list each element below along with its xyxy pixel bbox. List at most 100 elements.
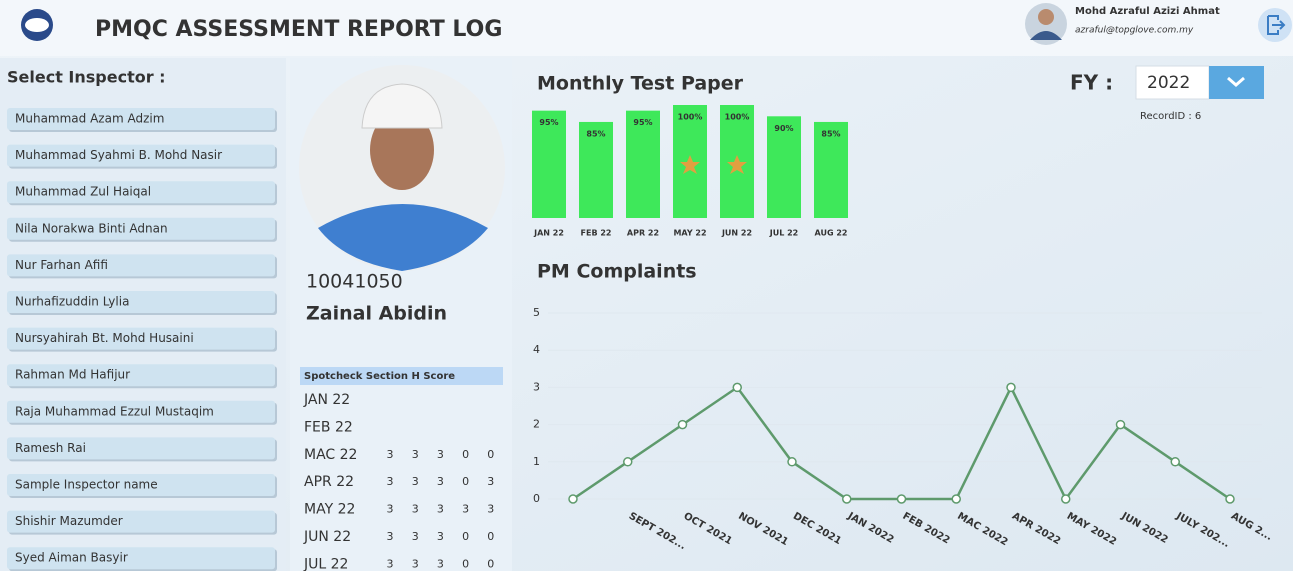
inspector-name[interactable]: Ramesh Rai [15,441,86,455]
score-cell: 0 [462,448,469,461]
month-label: JUL 22 [303,556,348,571]
inspector-button[interactable]: Nursyahirah Bt. Mohd Husaini [7,327,277,352]
dropdown-chevron[interactable] [1227,76,1245,87]
button-face[interactable] [7,254,275,277]
x-tick-label: JAN 22 [533,229,564,238]
inspector-name[interactable]: Sample Inspector name [15,478,158,492]
avatar-body [1030,31,1062,40]
inspector-button[interactable]: Raja Muhammad Ezzul Mustaqim [7,400,277,425]
sidebar-heading: Select Inspector : [7,68,166,87]
inspector-name[interactable]: Muhammad Zul Haiqal [15,185,151,199]
point [787,457,797,467]
dropdown-button[interactable] [1209,66,1264,99]
inspector-name[interactable]: Shishir Mazumder [15,514,123,528]
app-title: PMQC ASSESSMENT REPORT LOG [95,17,502,42]
inspector-button[interactable]: Rahman Md Hafijur [7,364,277,389]
year-dropdown[interactable]: 2022 [1135,65,1264,100]
month-label: FEB 22 [304,419,353,435]
score-cell: 3 [412,530,419,543]
inspector-name[interactable]: Syed Aiman Basyir [15,551,128,565]
table-header [300,367,503,385]
inspector-name[interactable]: Muhammad Azam Adzim [15,112,164,126]
bar-value-label: 90% [774,124,793,133]
score-cell: 0 [462,530,469,543]
month-label: JUN 22 [303,529,351,545]
inspector-button[interactable]: Shishir Mazumder [7,510,277,535]
button-face[interactable] [7,144,275,167]
button-face[interactable] [7,108,275,130]
record-id: RecordID : 6 [1140,111,1201,122]
point [896,494,907,504]
point [732,382,742,393]
y-tick-label: 2 [533,418,540,431]
inspector-button[interactable]: Muhammad Azam Adzim [7,108,277,132]
inspector-name[interactable]: Nurhafizuddin Lylia [15,295,129,309]
button-face[interactable] [7,437,275,460]
bar [814,121,848,218]
chart-title: PM Complaints [537,261,697,283]
button-face[interactable] [7,400,275,423]
score-cell: 3 [437,503,444,516]
bar-value-label: 95% [633,118,652,127]
bar-value-label: 85% [821,129,840,138]
point [1115,419,1126,430]
score-cell: 3 [412,448,419,461]
month-label: MAY 22 [304,502,355,518]
point [1170,457,1180,467]
x-tick-label: JUL 22 [769,229,799,238]
bar [626,110,660,218]
point [623,457,633,467]
y-tick-label: 1 [533,455,540,468]
inspector-button[interactable]: Muhammad Syahmi B. Mohd Nasir [7,144,277,169]
inspector-list: Muhammad Azam Adzim Muhammad Syahmi B. Mo… [7,108,277,571]
score-table: JAN 22 FEB 22 MAC 22 3 3 3 0 0 APR 22 3 3 3 0 3 MAY 22… [303,392,494,571]
inspector-name[interactable]: Raja Muhammad Ezzul Mustaqim [15,404,214,418]
fy-label: FY : [1070,71,1113,95]
inspector-name[interactable]: Nur Farhan Afifi [15,258,108,272]
bar [767,116,801,218]
inspector-name[interactable]: Muhammad Syahmi B. Mohd Nasir [15,148,222,162]
month-label: MAC 22 [304,447,357,463]
button-face[interactable] [7,217,275,240]
button-face[interactable] [7,291,275,313]
score-cell: 3 [412,557,419,570]
avatar-face [1038,9,1054,25]
inspector-button[interactable]: Syed Aiman Basyir [7,547,277,571]
score-cell: 3 [387,448,394,461]
button-face[interactable] [7,547,275,570]
inspector-button[interactable]: Nila Norakwa Binti Adnan [7,217,277,242]
button-face[interactable] [7,474,275,496]
inspector-button[interactable]: Nur Farhan Afifi [7,254,277,279]
logout-button[interactable] [1258,8,1292,42]
logout-icon[interactable] [1267,15,1286,35]
score-cell: 3 [387,475,394,488]
x-tick-label: APR 22 [627,229,659,238]
inspector-button[interactable]: Sample Inspector name [7,474,277,498]
x-tick-label: FEB 22 [581,229,612,238]
inspector-name[interactable]: Nursyahirah Bt. Mohd Husaini [15,331,194,345]
inspector-button[interactable]: Muhammad Zul Haiqal [7,181,277,206]
point [1006,382,1016,393]
point [951,494,961,504]
bar-value-label: 95% [539,118,558,127]
button-face[interactable] [7,181,275,204]
point [842,494,852,504]
button-face[interactable] [7,327,275,350]
dropdown-value[interactable]: 2022 [1147,73,1190,93]
score-cell: 3 [387,503,394,516]
button-face[interactable] [7,364,275,387]
button-face[interactable] [7,510,275,533]
inspector-name[interactable]: Nila Norakwa Binti Adnan [15,221,168,235]
score-cell: 0 [487,448,494,461]
profile-photo [299,65,505,271]
dropdown-box[interactable] [1135,65,1210,100]
inspector-button[interactable]: Ramesh Rai [7,437,277,462]
inspector-button[interactable]: Nurhafizuddin Lylia [7,291,277,315]
score-cell: 3 [437,448,444,461]
point [677,419,688,430]
score-cell: 3 [387,557,394,570]
user-name: Mohd Azraful Azizi Ahmat [1075,6,1220,17]
inspector-name[interactable]: Rahman Md Hafijur [15,368,130,382]
score-cell: 0 [462,557,469,570]
score-cell: 3 [437,557,444,570]
